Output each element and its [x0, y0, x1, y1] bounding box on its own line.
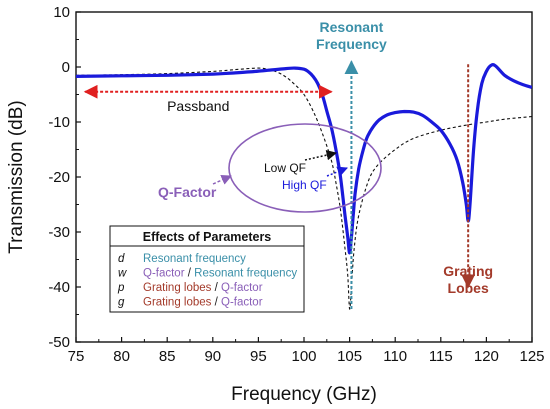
grating-lobes-label-line2: Lobes — [448, 280, 489, 296]
x-tick-label: 115 — [429, 348, 453, 365]
q-factor-arrow — [212, 175, 232, 185]
table-param-w: w — [118, 268, 127, 280]
x-tick-label: 90 — [204, 348, 221, 365]
y-axis-ticks: 10 0 -10 -20 -30 -40 -50 — [48, 4, 81, 351]
passband-label: Passband — [167, 98, 229, 114]
y-tick-label: -20 — [48, 169, 70, 186]
y-tick-label: -40 — [48, 279, 70, 296]
y-tick-label: -30 — [48, 224, 70, 241]
low-qf-arrow — [304, 149, 338, 161]
y-tick-label: -10 — [48, 114, 70, 131]
table-title: Effects of Parameters — [143, 230, 272, 244]
x-tick-label: 105 — [337, 348, 362, 365]
x-axis-label: Frequency (GHz) — [231, 384, 377, 405]
x-tick-label: 125 — [519, 348, 544, 365]
series-line-solid — [76, 63, 532, 255]
high-qf-arrow — [326, 166, 348, 177]
grating-lobes-label-line1: Grating — [443, 263, 493, 279]
x-tick-label: 75 — [68, 348, 85, 365]
low-qf-label: Low QF — [264, 161, 306, 175]
y-axis-label: Transmission (dB) — [6, 100, 27, 253]
x-tick-label: 120 — [474, 348, 499, 365]
q-factor-label: Q-Factor — [158, 184, 217, 200]
resonant-frequency-label-line2: Frequency — [316, 36, 387, 52]
annotations: Passband Resonant Frequency Grating Lobe… — [83, 19, 493, 309]
table-param-d: d — [118, 253, 125, 265]
effects-of-parameters-table: Effects of Parameters d Resonant frequenc… — [109, 225, 305, 313]
x-axis-ticks: 75 80 85 90 95 100 105 110 115 120 125 — [68, 337, 545, 365]
table-effect-g: Grating lobes / Q-factor — [143, 297, 263, 309]
x-tick-label: 80 — [113, 348, 130, 365]
y-tick-label: 0 — [62, 59, 70, 76]
table-effect-d: Resonant frequency — [143, 253, 246, 265]
q-factor-ellipse — [228, 123, 382, 213]
table-effect-p: Grating lobes / Q-factor — [143, 282, 263, 294]
resonant-frequency-label-line1: Resonant — [320, 19, 384, 35]
series-line-dashed — [76, 67, 532, 310]
high-qf-label: High QF — [282, 178, 327, 192]
x-tick-label: 85 — [159, 348, 176, 365]
table-param-p: p — [117, 282, 125, 294]
y-tick-label: 10 — [53, 4, 70, 21]
x-tick-label: 110 — [383, 348, 407, 365]
table-param-g: g — [118, 297, 125, 309]
x-tick-label: 95 — [250, 348, 267, 365]
table-frame — [109, 225, 305, 313]
table-effect-w: Q-factor / Resonant frequency — [143, 268, 297, 280]
x-tick-label: 100 — [291, 348, 316, 365]
y-tick-label: -50 — [48, 334, 70, 351]
